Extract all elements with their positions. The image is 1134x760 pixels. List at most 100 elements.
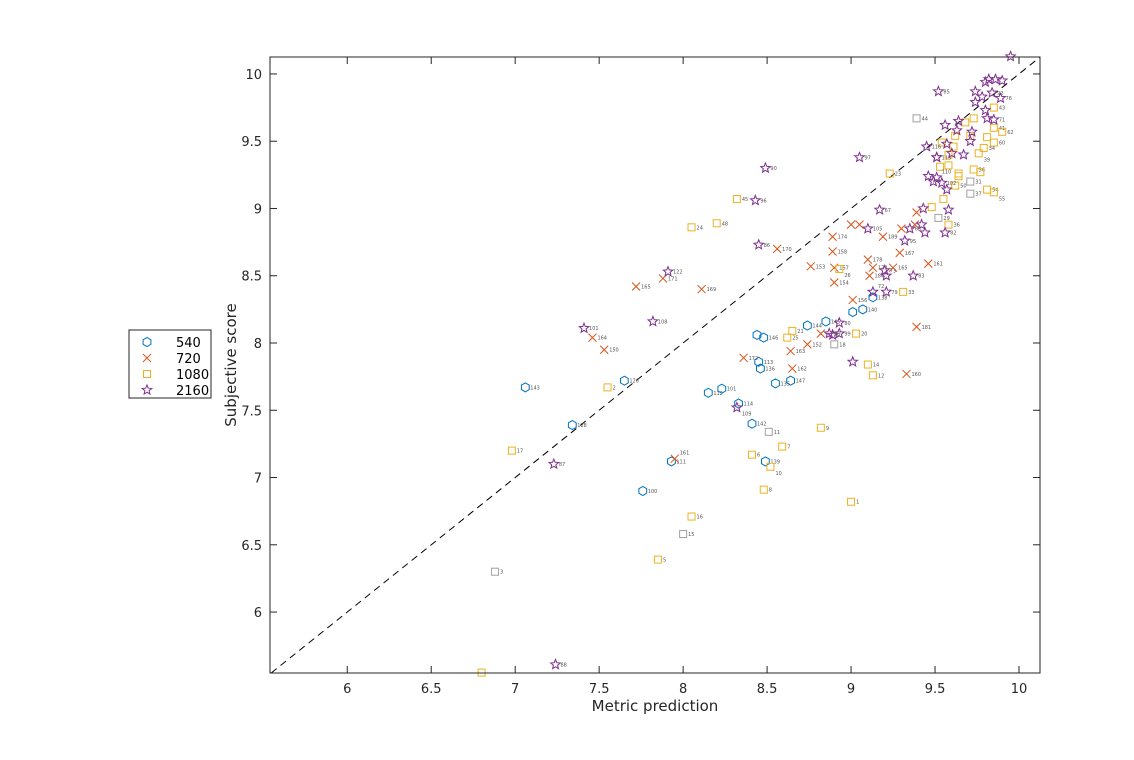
point-label: 101 — [727, 387, 737, 393]
data-point — [979, 103, 992, 116]
data-point — [803, 339, 812, 349]
data-point — [829, 263, 839, 273]
data-point — [915, 218, 928, 230]
data-point — [868, 263, 878, 273]
point-label: 112 — [713, 391, 723, 397]
data-point — [1004, 50, 1017, 62]
point-label: 24 — [697, 225, 703, 231]
x-tick-label: 10 — [1011, 682, 1028, 697]
data-point — [951, 181, 960, 190]
data-point — [491, 567, 500, 576]
data-point — [898, 234, 911, 246]
point-label: 95 — [910, 239, 916, 245]
data-point — [847, 497, 856, 506]
data-point — [786, 346, 795, 356]
data-point — [846, 355, 859, 368]
data-point — [766, 462, 775, 471]
data-point — [853, 151, 866, 163]
data-point — [912, 114, 921, 123]
data-point — [920, 140, 933, 152]
x-tick-label: 8 — [679, 682, 687, 697]
data-point — [679, 530, 688, 539]
data-point — [873, 203, 886, 216]
point-label: 56 — [979, 167, 985, 173]
data-point — [927, 175, 940, 187]
data-point — [918, 226, 931, 238]
point-label: 167 — [905, 251, 915, 257]
data-point — [930, 151, 943, 163]
data-point — [895, 248, 905, 258]
point-label: 73 — [890, 268, 896, 274]
data-point — [863, 255, 873, 264]
data-point — [969, 95, 982, 108]
data-point — [998, 127, 1007, 136]
data-point — [687, 512, 696, 521]
point-label: 16 — [697, 515, 703, 521]
point-label: 143 — [530, 385, 540, 391]
data-point — [936, 162, 945, 171]
data-point — [912, 322, 921, 332]
identity-line — [270, 56, 1041, 674]
point-label: 80 — [844, 321, 850, 327]
data-point — [588, 333, 597, 342]
point-label: 97 — [864, 155, 870, 161]
data-point — [949, 142, 958, 151]
data-point — [520, 382, 530, 393]
data-point — [954, 172, 963, 181]
point-label: 189 — [888, 235, 898, 241]
data-point — [670, 454, 680, 464]
point-label: 90 — [770, 166, 776, 172]
point-label: 14 — [873, 363, 879, 369]
x-tick-label: 9 — [847, 682, 855, 697]
point-label: 184 — [875, 274, 885, 280]
data-point — [944, 220, 953, 229]
point-label: 170 — [782, 247, 792, 253]
legend-label: 720 — [176, 352, 201, 367]
data-point — [653, 555, 662, 564]
x-tick-label: 7 — [511, 682, 519, 697]
data-point — [788, 326, 797, 335]
data-point — [578, 321, 591, 334]
y-tick-label: 8 — [254, 337, 262, 352]
point-label: 165 — [641, 285, 651, 291]
data-point — [939, 226, 952, 238]
point-label: 67 — [885, 208, 891, 214]
data-point — [957, 148, 970, 160]
data-point — [935, 176, 948, 189]
data-point — [976, 168, 985, 177]
data-point — [940, 137, 953, 149]
point-label: 142 — [757, 422, 767, 428]
point-label: 83 — [918, 274, 924, 280]
point-label: 153 — [816, 264, 826, 270]
point-label: 111 — [676, 459, 686, 465]
data-point — [549, 658, 562, 670]
point-label: 62 — [1007, 130, 1013, 136]
point-label: 7 — [787, 445, 790, 451]
identity-line-path — [270, 56, 1041, 674]
data-point — [976, 90, 989, 103]
point-label: 6 — [757, 453, 760, 459]
data-point — [880, 269, 893, 281]
point-label: 122 — [673, 270, 683, 276]
data-point — [912, 208, 921, 217]
data-point — [994, 91, 1007, 104]
data-point — [952, 114, 965, 127]
data-point — [989, 72, 1002, 85]
point-label: 110 — [942, 170, 952, 176]
y-tick-label: 6.5 — [241, 539, 262, 554]
point-label: 25 — [792, 336, 798, 342]
point-label: 71 — [999, 118, 1005, 124]
data-point — [989, 138, 998, 147]
point-label: 136 — [765, 367, 775, 373]
point-label: 181 — [922, 325, 932, 331]
point-label: 171 — [668, 276, 678, 282]
data-point — [902, 369, 911, 379]
point-label: 76 — [1006, 96, 1012, 102]
point-label: 163 — [796, 349, 806, 355]
point-label: 158 — [838, 250, 848, 256]
data-point — [603, 383, 612, 392]
data-point — [739, 353, 748, 363]
point-label: 54 — [992, 188, 998, 194]
